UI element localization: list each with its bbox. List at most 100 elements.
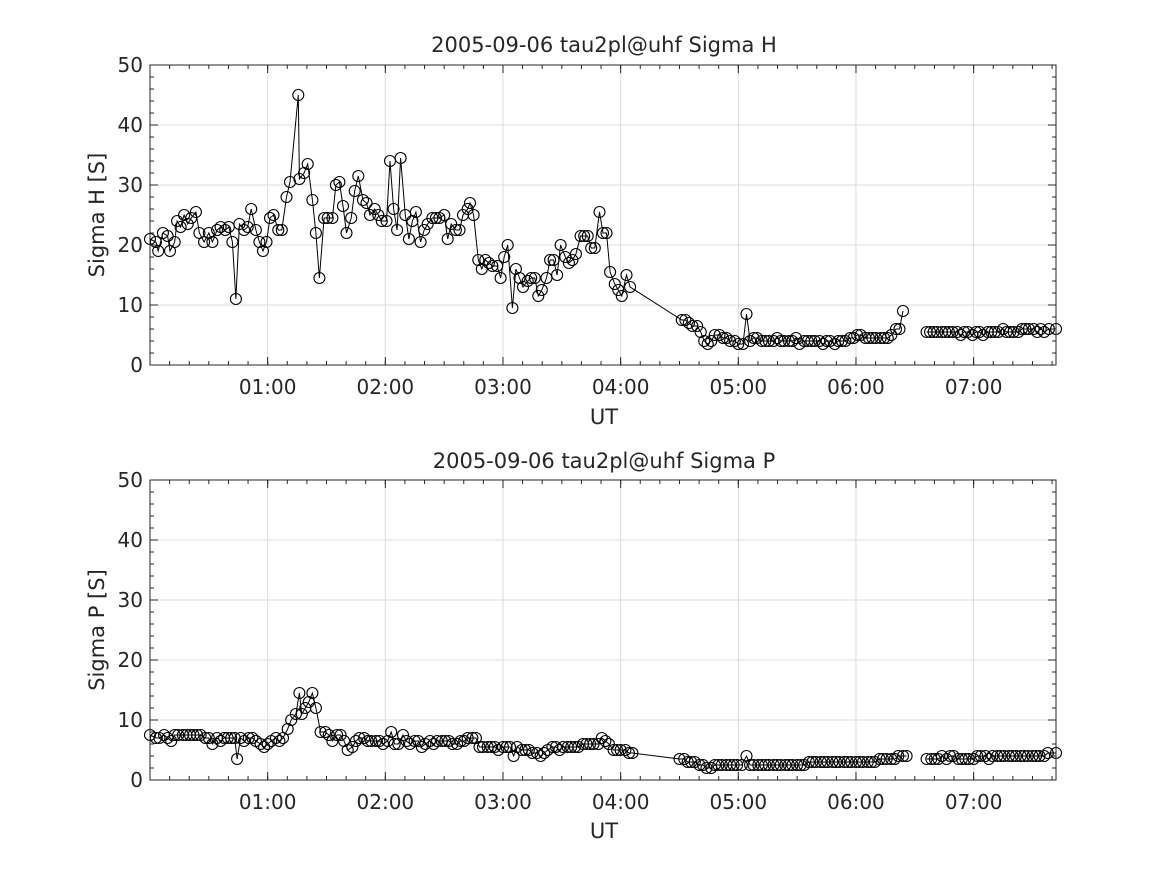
sigma-h-data-point [429, 211, 442, 225]
sigma-p-data-point [791, 758, 804, 772]
sigma-h-data-point [494, 271, 507, 285]
sigma-h-series-line [149, 94, 904, 345]
sigma-h-ytick-label: 10 [118, 293, 143, 317]
sigma-p-data-point [225, 731, 238, 745]
sigma-p-data-point [838, 755, 851, 769]
sigma-h-data-point [275, 223, 288, 237]
sigma-p-data-point [755, 758, 768, 772]
sigma-h-data-point [679, 313, 692, 327]
sigma-h-data-point [181, 217, 194, 231]
sigma-p-data-point [309, 701, 322, 715]
sigma-h-data-point [535, 283, 548, 297]
sigma-h-data-point [808, 334, 821, 348]
sigma-h-data-point [958, 325, 971, 339]
sigma-h-data-point [521, 274, 534, 288]
sigma-p-data-point [986, 749, 999, 763]
sigma-h-data-point [762, 334, 775, 348]
sigma-p-data-point [876, 752, 890, 766]
sigma-h-xtick-label: 04:00 [592, 375, 650, 399]
sigma-p-data-point [446, 737, 459, 751]
sigma-p-data-point [821, 755, 834, 769]
sigma-p-data-point [696, 758, 710, 772]
sigma-p-data-point [331, 728, 344, 742]
sigma-p-data-point [400, 734, 413, 748]
sigma-h-data-point [467, 208, 480, 222]
sigma-p-data-point [994, 749, 1007, 763]
sigma-h-data-point [441, 232, 454, 246]
sigma-p-data-point [385, 725, 398, 739]
sigma-p-data-point [454, 734, 467, 748]
sigma-h-xlabel: UT [590, 405, 618, 429]
sigma-p-data-point [693, 758, 706, 772]
sigma-p-data-point [349, 734, 362, 748]
sigma-p-data-point [206, 737, 219, 751]
sigma-p-panel: 2005-09-06 tau2pl@uhf Sigma P UT Sigma P… [85, 449, 1063, 843]
sigma-h-data-point [463, 196, 477, 210]
sigma-p-data-point [727, 758, 740, 772]
sigma-h-data-point [1019, 322, 1032, 336]
sigma-h-data-point [168, 235, 181, 249]
sigma-h-ytick-label: 40 [118, 113, 143, 137]
sigma-p-data-point [932, 752, 945, 766]
sigma-p-data-point [1006, 749, 1019, 763]
sigma-h-data-point [547, 253, 560, 267]
sigma-h-data-point [1000, 325, 1013, 339]
sigma-h-data-point [608, 277, 621, 291]
sigma-p-data-point [289, 707, 302, 721]
sigma-h-data-point [409, 205, 422, 219]
sigma-h-data-point [596, 226, 610, 240]
sigma-h-data-point [866, 331, 879, 345]
sigma-p-xtick-label: 04:00 [592, 790, 650, 814]
sigma-p-data-point [353, 731, 366, 745]
sigma-p-data-point [246, 731, 259, 745]
sigma-h-data-point [585, 241, 598, 255]
sigma-h-data-point [418, 223, 431, 237]
sigma-p-xtick-label: 07:00 [945, 790, 1003, 814]
sigma-h-data-point [249, 223, 262, 237]
sigma-p-data-point [172, 728, 185, 742]
sigma-h-data-point [360, 196, 373, 210]
sigma-p-data-point [944, 749, 957, 763]
sigma-p-data-point [168, 728, 181, 742]
sigma-h-data-point [747, 331, 760, 345]
sigma-p-data-point [369, 734, 382, 748]
sigma-h-data-point [789, 331, 803, 345]
sigma-h-data-point [152, 244, 165, 258]
sigma-h-data-point [206, 235, 219, 249]
sigma-p-data-point [553, 743, 566, 757]
sigma-p-data-point [974, 749, 987, 763]
sigma-p-ytick-label: 50 [118, 468, 143, 492]
sigma-p-data-point [845, 755, 858, 769]
sigma-p-data-point [782, 758, 795, 772]
sigma-h-data-point [486, 259, 499, 273]
sigma-h-data-point [185, 211, 198, 225]
sigma-h-data-point [969, 325, 983, 339]
sigma-p-ytick-label: 30 [118, 588, 143, 612]
sigma-h-data-point [708, 328, 721, 342]
sigma-h-data-point [705, 334, 718, 348]
sigma-h-data-point [421, 217, 434, 231]
sigma-p-data-point [556, 740, 570, 754]
sigma-p-data-point [802, 755, 815, 769]
sigma-h-data-point [174, 220, 187, 234]
sigma-p-data-point [861, 755, 874, 769]
sigma-h-data-point [805, 334, 818, 348]
sigma-p-data-point [833, 755, 846, 769]
sigma-p-data-point [538, 746, 551, 760]
sigma-p-data-point [549, 740, 562, 754]
sigma-h-data-point [893, 322, 906, 336]
sigma-p-xtick-label: 02:00 [357, 790, 415, 814]
sigma-h-data-point [1015, 322, 1028, 336]
sigma-h-data-point [744, 334, 757, 348]
sigma-p-data-point [681, 755, 694, 769]
sigma-h-data-point [562, 256, 575, 270]
sigma-p-data-point [614, 743, 627, 757]
sigma-p-data-point [306, 686, 319, 700]
sigma-h-data-point [306, 193, 319, 207]
sigma-p-data-point [865, 755, 878, 769]
sigma-h-data-point [340, 226, 353, 240]
sigma-p-data-point [774, 758, 787, 772]
sigma-p-data-point [731, 758, 744, 772]
sigma-h-data-point [229, 292, 242, 306]
sigma-h-data-point [566, 253, 579, 267]
